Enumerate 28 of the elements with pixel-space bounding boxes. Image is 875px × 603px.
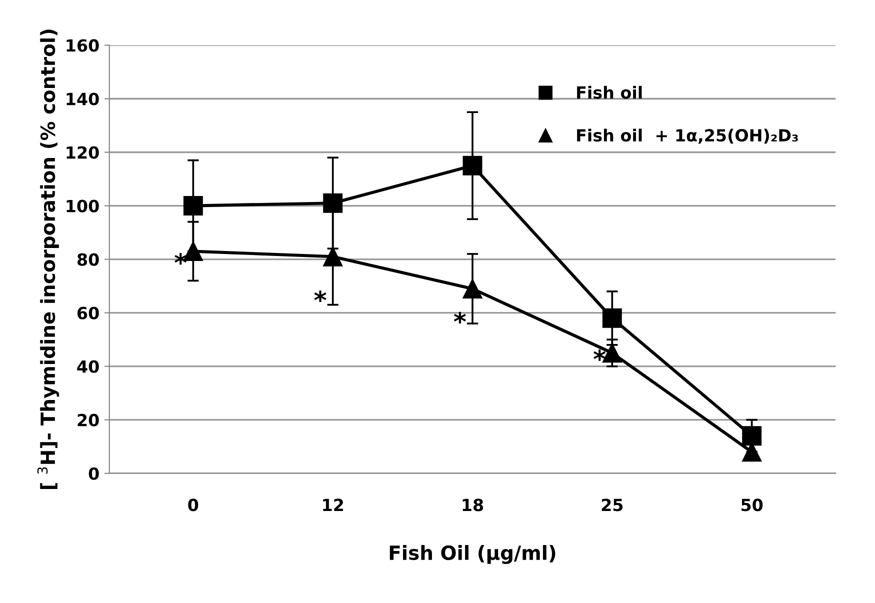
legend-label: Fish oil: [577, 86, 642, 99]
x-tick-label: 0: [188, 498, 198, 512]
x-tick-label: 12: [323, 498, 343, 512]
y-tick-label: 0: [88, 467, 99, 480]
y-tick-label: 80: [77, 253, 99, 266]
point: [462, 156, 482, 176]
x-tick-label: 25: [602, 498, 623, 512]
x-axis-title: Fish Oil (µg/ml): [390, 545, 556, 564]
x-tick-label: 18: [462, 498, 484, 512]
point: [462, 279, 482, 298]
annotation: *: [594, 349, 606, 361]
x-tick-label: 50: [742, 498, 763, 512]
legend-label: Fish oil + 1α,25(OH)₂D₃: [577, 128, 798, 144]
point: [742, 426, 762, 446]
annotation: *: [454, 312, 466, 324]
point: [323, 246, 343, 266]
point: [323, 193, 343, 213]
y-tick-label: 60: [77, 306, 99, 320]
y-tick-label: 100: [66, 200, 99, 212]
annotation: *: [314, 290, 326, 302]
y-tick-label: 40: [77, 360, 99, 373]
y-tick-label: 20: [78, 414, 99, 426]
point: [183, 196, 203, 216]
y-axis-title: [ $^{3}$H]- Thymidine incorporation (% control): [37, 30, 60, 490]
y-tick-label: 120: [66, 146, 99, 159]
point: [602, 308, 622, 328]
y-tick-label: 160: [66, 39, 99, 52]
y-tick-label: 140: [66, 92, 99, 106]
